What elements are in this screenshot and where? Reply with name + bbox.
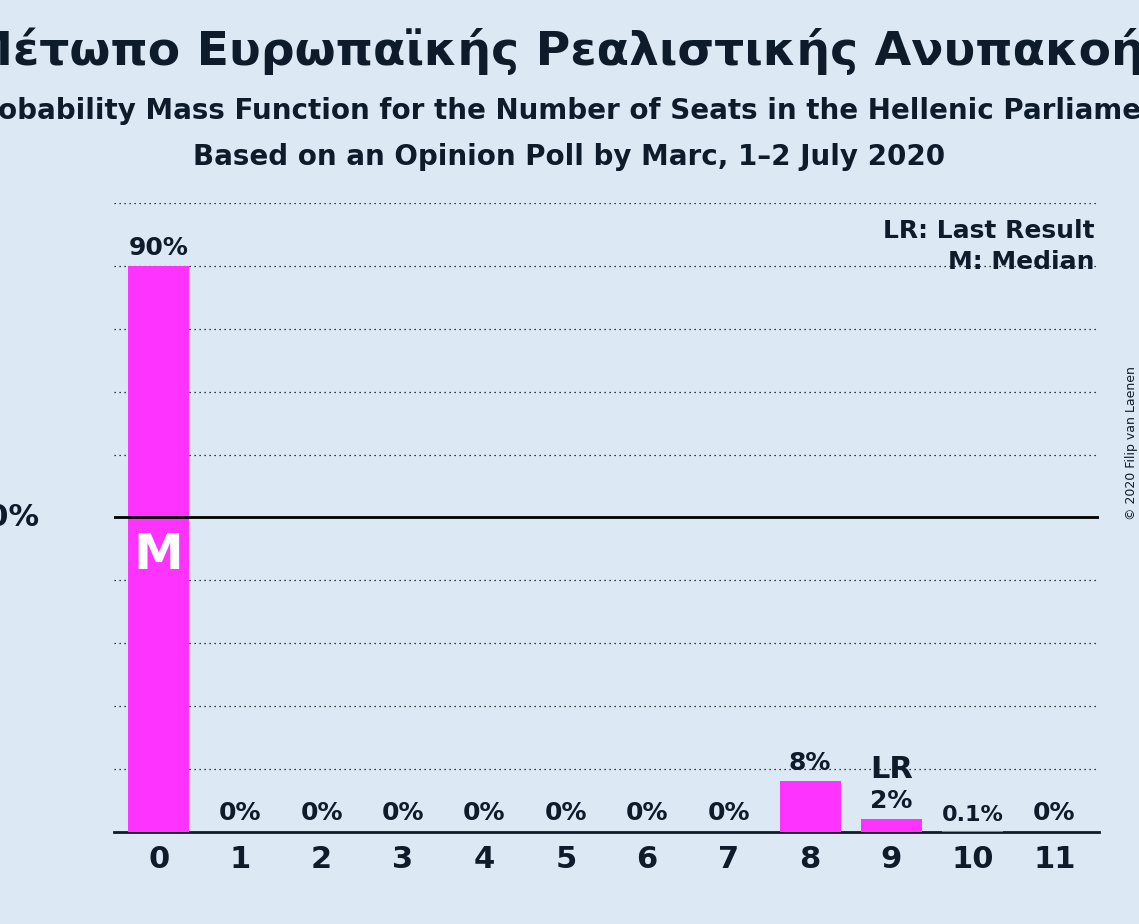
Bar (861, 819, 923, 832)
Text: Probability Mass Function for the Number of Seats in the Hellenic Parliament: Probability Mass Function for the Number… (0, 97, 1139, 125)
Text: 0%: 0% (219, 801, 261, 825)
Text: 0%: 0% (544, 801, 587, 825)
Text: 0%: 0% (626, 801, 669, 825)
Text: 0%: 0% (464, 801, 506, 825)
Text: 0%: 0% (301, 801, 343, 825)
Text: 50%: 50% (0, 503, 40, 532)
Text: M: Median: M: Median (948, 250, 1095, 274)
Text: 0%: 0% (707, 801, 749, 825)
Text: Based on an Opinion Poll by Marc, 1–2 July 2020: Based on an Opinion Poll by Marc, 1–2 Ju… (194, 143, 945, 171)
Text: © 2020 Filip van Laenen: © 2020 Filip van Laenen (1124, 367, 1138, 520)
Text: 0%: 0% (1033, 801, 1075, 825)
Bar (129, 266, 189, 832)
Text: M: M (133, 531, 183, 579)
Bar (779, 782, 841, 832)
Text: 0.1%: 0.1% (942, 805, 1003, 825)
Text: 90%: 90% (129, 236, 189, 260)
Text: 2%: 2% (870, 789, 912, 813)
Text: LR: LR (870, 756, 913, 784)
Text: LR: Last Result: LR: Last Result (883, 219, 1095, 243)
Text: 8%: 8% (789, 751, 831, 775)
Text: Μέτωπο Ευρωπαϊκής Ρεαλιστικής Ανυπακοής: Μέτωπο Ευρωπαϊκής Ρεαλιστικής Ανυπακοής (0, 28, 1139, 75)
Text: 0%: 0% (382, 801, 424, 825)
